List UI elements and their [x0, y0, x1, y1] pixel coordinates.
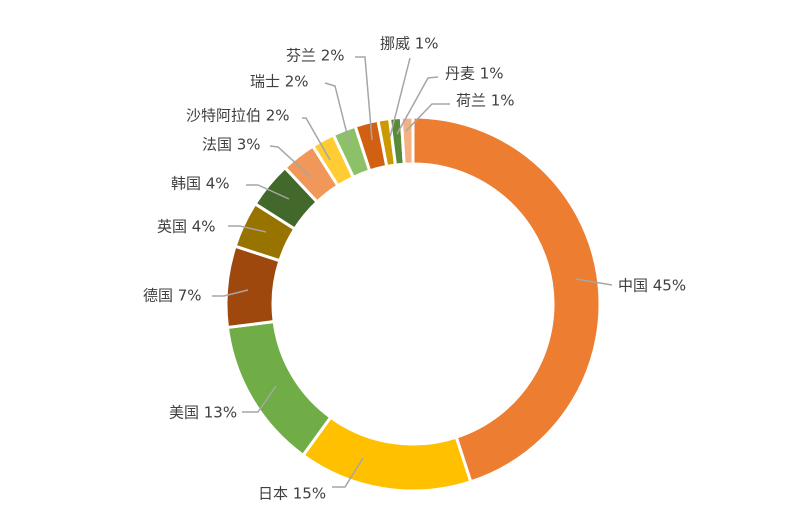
leader-line-2 [242, 385, 277, 413]
leader-line-12 [405, 103, 450, 132]
leader-lines-group [212, 56, 613, 488]
labels-group: 中国 45% 日本 15% 美国 13% 德国 7% 英国 4% 韩国 4% 法国 3% 沙特… [143, 35, 686, 503]
slice-1 [300, 415, 473, 493]
leader-line-0 [575, 278, 613, 286]
slice-label-0: 中国 45% [618, 277, 686, 295]
leader-line-1 [332, 457, 364, 488]
leader-line-10 [389, 57, 411, 138]
slice-label-8: 瑞士 2% [250, 73, 309, 91]
slice-label-6: 法国 3% [202, 136, 261, 154]
slice-label-11: 丹麦 1% [445, 65, 504, 83]
leader-line-4 [228, 225, 267, 233]
leader-line-11 [396, 76, 439, 135]
slice-12 [399, 115, 415, 166]
slice-2 [225, 319, 333, 458]
leader-line-3 [212, 289, 249, 297]
slice-label-4: 英国 4% [157, 218, 216, 236]
leader-line-8 [324, 82, 351, 147]
slice-label-1: 日本 15% [258, 485, 326, 503]
slice-label-3: 德国 7% [143, 287, 202, 305]
slice-label-12: 荷兰 1% [456, 92, 515, 110]
leader-line-7 [302, 117, 331, 161]
slice-label-7: 沙特阿拉伯 2% [186, 107, 290, 125]
leader-line-6 [269, 145, 312, 178]
slice-label-2: 美国 13% [169, 404, 237, 422]
slice-label-5: 韩国 4% [171, 175, 230, 193]
leader-line-5 [246, 184, 290, 200]
slice-label-9: 芬兰 2% [286, 47, 345, 65]
slices-group [224, 115, 602, 493]
slice-label-10: 挪威 1% [380, 35, 439, 53]
slice-0 [411, 115, 602, 484]
leader-line-9 [355, 56, 373, 141]
